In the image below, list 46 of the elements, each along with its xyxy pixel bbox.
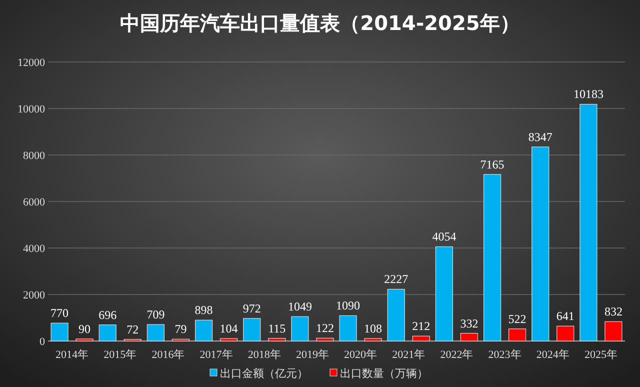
xtick: 2016年 (152, 349, 185, 361)
xtick: 2025年 (584, 349, 618, 361)
xtick: 2017年 (200, 349, 233, 361)
label: 212 (412, 319, 430, 334)
label: 7165 (480, 157, 504, 172)
label: 1090 (336, 298, 360, 313)
legend-label: 出口金额（亿元） (220, 367, 308, 380)
xtick: 2023年 (488, 349, 522, 361)
label: 1049 (288, 300, 312, 314)
label: 2227 (384, 272, 408, 286)
label: 696 (98, 308, 117, 322)
ytick: 12000 (18, 57, 45, 69)
label: 972 (242, 301, 261, 316)
label: 4054 (432, 230, 456, 244)
label: 122 (316, 321, 334, 336)
label: 108 (364, 322, 382, 336)
xtick: 2022年 (440, 349, 474, 361)
label: 72 (126, 322, 139, 336)
title: 中国历年汽车出口量值表（2014-2025年） (120, 11, 520, 35)
label: 115 (268, 321, 286, 336)
xtick: 2014年 (56, 349, 89, 361)
ytick: 4000 (23, 243, 45, 255)
ytick: 2000 (23, 290, 45, 302)
label: 898 (194, 303, 213, 318)
label: 10183 (573, 87, 604, 102)
xtick: 2015年 (104, 349, 137, 361)
ytick: 6000 (23, 196, 45, 208)
legend-label: 出口数量（万辆） (340, 367, 428, 380)
label: 522 (508, 312, 526, 326)
xtick: 2018年 (248, 349, 281, 361)
label: 90 (78, 322, 91, 336)
ytick: 10000 (18, 104, 45, 116)
xtick: 2019年 (296, 349, 329, 361)
xtick: 2024年 (536, 349, 570, 361)
label: 770 (50, 306, 69, 320)
label: 332 (460, 316, 478, 330)
ytick: 0 (40, 336, 45, 348)
xtick: 2020年 (344, 349, 378, 361)
label: 79 (174, 322, 187, 336)
label: 709 (146, 308, 165, 322)
label: 641 (556, 309, 574, 324)
label: 8347 (528, 130, 552, 144)
xtick: 2021年 (392, 349, 426, 361)
label: 104 (220, 322, 238, 336)
label: 832 (604, 304, 622, 319)
ytick: 8000 (23, 150, 45, 162)
